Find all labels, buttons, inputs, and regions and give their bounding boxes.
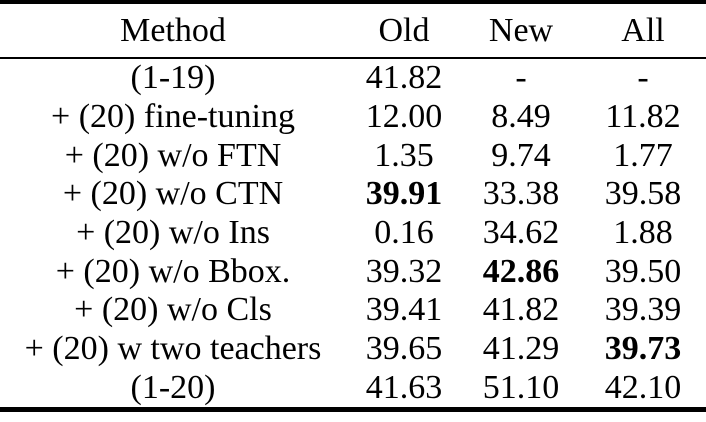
all-value-cell: 1.77	[613, 136, 673, 174]
method-cell: + (20) fine-tuning	[51, 98, 295, 136]
table-row: + (20) w/o CTN 39.91 33.38 39.58	[0, 175, 706, 214]
table-row: + (20) w/o FTN 1.35 9.74 1.77	[0, 136, 706, 175]
results-table: Method Old New All (1-19) 41.82 - - + (2…	[0, 0, 706, 413]
table-row: + (20) w/o Ins 0.16 34.62 1.88	[0, 214, 706, 253]
table-row: + (20) w/o Cls 39.41 41.82 39.39	[0, 291, 706, 330]
method-cell: (1-19)	[130, 59, 216, 97]
all-value-cell: 11.82	[605, 98, 681, 136]
old-value-cell: 41.63	[365, 368, 443, 406]
new-value-cell: 33.38	[482, 175, 560, 213]
all-value-cell: -	[637, 59, 649, 97]
all-value-cell: 39.39	[604, 291, 682, 329]
old-value-cell: 12.00	[365, 98, 443, 136]
all-value-cell: 39.58	[604, 175, 682, 213]
new-value-cell: 51.10	[482, 368, 560, 406]
old-value-cell: 0.16	[374, 214, 434, 252]
table-header: Method Old New All	[0, 2, 706, 58]
old-value-cell: 1.35	[374, 136, 434, 174]
method-cell: (1-20)	[130, 368, 216, 406]
new-value-cell-best: 42.86	[482, 252, 560, 290]
method-cell: + (20) w/o Bbox.	[55, 252, 291, 290]
new-value-cell: 8.49	[491, 98, 551, 136]
header-row: Method Old New All	[0, 2, 706, 58]
all-value-cell: 42.10	[604, 368, 682, 406]
new-value-cell: 9.74	[491, 136, 551, 174]
old-value-cell-best: 39.91	[365, 175, 443, 213]
old-value-cell: 39.65	[365, 330, 443, 368]
table-row: (1-19) 41.82 - -	[0, 58, 706, 98]
all-value-cell-best: 39.73	[604, 330, 682, 368]
column-header-new: New	[488, 11, 554, 49]
table-row: + (20) w/o Bbox. 39.32 42.86 39.50	[0, 252, 706, 291]
old-value-cell: 39.41	[365, 291, 443, 329]
old-value-cell: 41.82	[365, 59, 443, 97]
method-cell: + (20) w/o Ins	[76, 214, 270, 252]
method-cell: + (20) w/o FTN	[64, 136, 282, 174]
new-value-cell: 34.62	[482, 214, 560, 252]
table-row: + (20) fine-tuning 12.00 8.49 11.82	[0, 98, 706, 137]
method-cell: + (20) w two teachers	[24, 330, 322, 368]
old-value-cell: 39.32	[365, 252, 443, 290]
table-row: + (20) w two teachers 39.65 41.29 39.73	[0, 330, 706, 369]
column-header-method: Method	[120, 11, 226, 49]
column-header-old: Old	[378, 11, 430, 49]
table-row: (1-20) 41.63 51.10 42.10	[0, 369, 706, 410]
method-cell: + (20) w/o CTN	[62, 175, 284, 213]
all-value-cell: 1.88	[613, 214, 673, 252]
method-cell: + (20) w/o Cls	[74, 291, 272, 329]
new-value-cell: 41.29	[482, 330, 560, 368]
table-body: (1-19) 41.82 - - + (20) fine-tuning 12.0…	[0, 58, 706, 410]
all-value-cell: 39.50	[604, 252, 682, 290]
column-header-all: All	[621, 11, 665, 49]
new-value-cell: 41.82	[482, 291, 560, 329]
new-value-cell: -	[515, 59, 527, 97]
